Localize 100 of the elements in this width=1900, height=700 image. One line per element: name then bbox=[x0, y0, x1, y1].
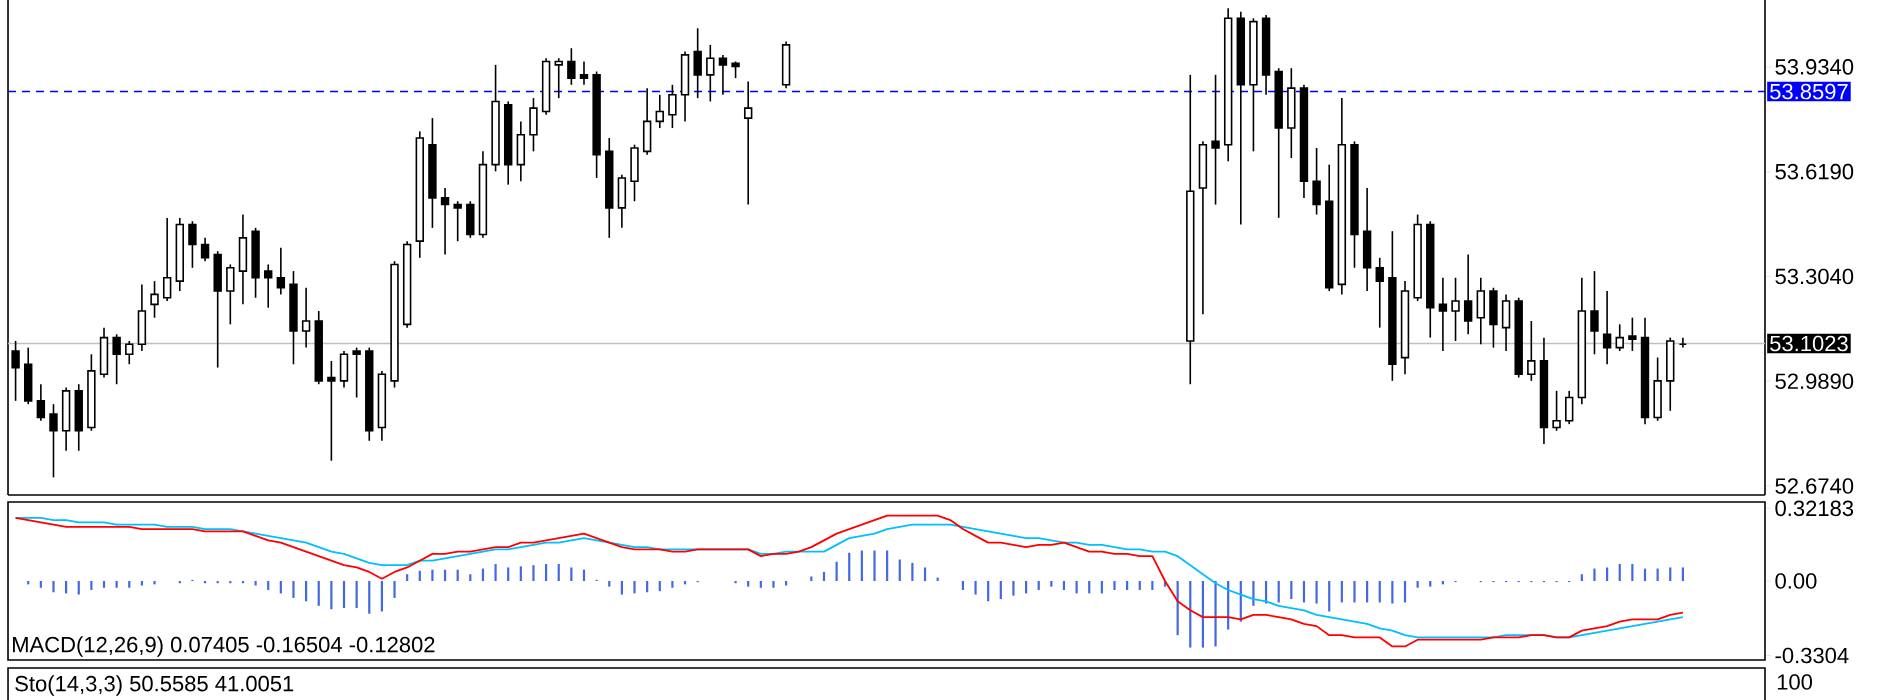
bar bbox=[519, 566, 522, 581]
bar bbox=[545, 564, 548, 581]
bar bbox=[267, 580, 270, 591]
bar bbox=[822, 571, 826, 581]
y-tick-label: 0.32183 bbox=[1775, 500, 1854, 517]
bar bbox=[1062, 580, 1066, 591]
y-tick-label: -0.3304 bbox=[1775, 647, 1849, 664]
candlestick bbox=[478, 150, 488, 239]
bar bbox=[1353, 580, 1356, 603]
bar bbox=[658, 580, 661, 592]
candlestick bbox=[1590, 270, 1599, 356]
bar bbox=[759, 580, 762, 588]
bar bbox=[886, 550, 889, 581]
bar bbox=[1580, 574, 1583, 581]
bar bbox=[923, 567, 927, 581]
candlestick bbox=[1186, 74, 1195, 386]
bar bbox=[153, 580, 156, 585]
bar bbox=[772, 580, 775, 588]
bar bbox=[39, 580, 42, 588]
candlestick bbox=[402, 240, 412, 329]
candlestick bbox=[1362, 187, 1372, 292]
candlestick bbox=[743, 80, 753, 206]
bar bbox=[557, 564, 560, 581]
bar bbox=[1290, 580, 1293, 600]
bar bbox=[254, 580, 257, 586]
candlestick bbox=[1337, 97, 1347, 296]
bar bbox=[1593, 568, 1596, 581]
bar bbox=[1631, 564, 1634, 581]
bar bbox=[873, 550, 876, 581]
bar bbox=[418, 570, 421, 581]
bar bbox=[784, 580, 788, 586]
candlestick bbox=[74, 383, 83, 452]
candlestick bbox=[1451, 276, 1460, 342]
bar bbox=[835, 561, 838, 581]
bar bbox=[1416, 580, 1419, 588]
ref-line-label: 53.8597 bbox=[1770, 83, 1848, 100]
candlestick bbox=[1577, 276, 1587, 405]
candlestick bbox=[642, 87, 652, 156]
candlestick bbox=[1211, 74, 1220, 206]
candlestick bbox=[175, 217, 185, 292]
candlestick bbox=[1476, 276, 1486, 346]
candlestick bbox=[1287, 67, 1296, 159]
candlestick bbox=[516, 120, 526, 183]
candlestick bbox=[1236, 10, 1246, 226]
text: 100 bbox=[1777, 674, 1813, 690]
bar bbox=[380, 580, 383, 612]
candlestick bbox=[1375, 257, 1384, 329]
bar bbox=[810, 576, 813, 581]
y-tick-label: 53.3040 bbox=[1775, 268, 1854, 285]
bar bbox=[1669, 567, 1672, 581]
bar bbox=[1012, 580, 1015, 596]
bar bbox=[1429, 580, 1432, 587]
candlestick bbox=[504, 100, 513, 186]
bar bbox=[102, 580, 106, 588]
candlestick bbox=[1400, 280, 1410, 376]
ref-line-label: 53.1023 bbox=[1770, 335, 1848, 352]
candlestick bbox=[276, 247, 286, 296]
bar bbox=[355, 580, 358, 609]
candlestick bbox=[238, 213, 248, 306]
text: Sto(14,3,3) 50.5585 41.0051 bbox=[15, 675, 294, 696]
bar bbox=[507, 567, 510, 581]
bar bbox=[1113, 580, 1116, 591]
bar bbox=[747, 580, 750, 587]
y-tick-label: 53.6190 bbox=[1775, 163, 1854, 180]
bar bbox=[911, 562, 914, 581]
bar bbox=[1328, 580, 1331, 612]
bar bbox=[90, 580, 93, 591]
bar bbox=[393, 580, 396, 598]
candlestick bbox=[1198, 140, 1208, 316]
bar bbox=[330, 580, 333, 610]
bar bbox=[999, 580, 1002, 600]
bar bbox=[961, 580, 965, 591]
y-tick-label: 53.9340 bbox=[1775, 59, 1854, 75]
bar bbox=[52, 580, 55, 593]
bar bbox=[128, 580, 131, 588]
bar bbox=[406, 574, 409, 581]
candlestick bbox=[1640, 316, 1650, 425]
bar bbox=[1606, 567, 1609, 581]
bar bbox=[1391, 580, 1394, 604]
bar bbox=[140, 580, 143, 586]
candlestick bbox=[1438, 276, 1448, 352]
bar bbox=[620, 580, 623, 595]
candlestick bbox=[1615, 323, 1624, 352]
candlestick bbox=[1501, 293, 1511, 352]
bar bbox=[1214, 580, 1217, 647]
bar bbox=[570, 567, 573, 581]
candlestick bbox=[428, 117, 437, 229]
bar bbox=[1315, 580, 1318, 604]
candlestick bbox=[36, 383, 46, 422]
candlestick bbox=[264, 263, 273, 309]
bar bbox=[469, 574, 472, 581]
bar bbox=[608, 580, 611, 587]
candlestick bbox=[655, 94, 664, 129]
bar bbox=[633, 580, 636, 594]
candlestick bbox=[1539, 336, 1549, 445]
bar bbox=[974, 580, 977, 595]
y-tick-label: 52.9890 bbox=[1775, 373, 1854, 390]
candlestick bbox=[137, 283, 147, 352]
bar bbox=[1252, 580, 1255, 606]
candlestick bbox=[1463, 253, 1473, 336]
